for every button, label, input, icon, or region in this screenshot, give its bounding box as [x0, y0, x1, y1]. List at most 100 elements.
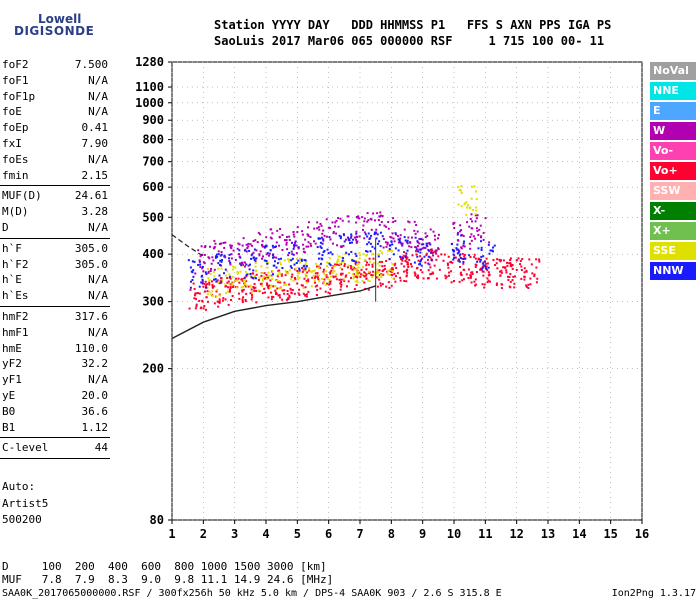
echo-point: [366, 235, 369, 238]
echo-point: [244, 278, 247, 281]
echo-point: [219, 259, 222, 262]
echo-point: [458, 250, 461, 253]
param-row: h`F2 305.0: [2, 258, 108, 272]
echo-point: [376, 242, 379, 245]
echo-point: [303, 259, 306, 262]
echo-point: [436, 237, 439, 240]
x-tick-label: 4: [262, 527, 269, 541]
echo-point: [286, 236, 289, 239]
echo-point: [241, 298, 244, 301]
echo-point: [267, 287, 270, 290]
echo-point: [320, 236, 323, 239]
echo-point: [325, 270, 328, 273]
echo-point: [370, 228, 373, 231]
echo-point: [469, 235, 472, 238]
echo-point: [429, 256, 432, 259]
echo-point: [335, 219, 338, 222]
echo-point: [484, 266, 487, 269]
echo-point: [385, 225, 388, 228]
echo-point: [232, 265, 235, 268]
echo-point: [409, 241, 412, 244]
echo-point: [217, 267, 220, 270]
echo-point: [382, 273, 385, 276]
echo-point: [267, 296, 270, 299]
echo-point: [376, 233, 379, 236]
echo-point: [406, 261, 409, 264]
echo-point: [340, 261, 343, 264]
echo-point: [210, 280, 213, 283]
muf-value: 7.8: [28, 573, 62, 586]
echo-point: [276, 275, 279, 278]
echo-point: [201, 281, 204, 284]
echo-point: [482, 255, 485, 258]
echo-point: [257, 279, 260, 282]
echo-point: [304, 267, 307, 270]
echo-point: [343, 265, 346, 268]
echo-point: [474, 284, 477, 287]
echo-point: [403, 270, 406, 273]
echo-point: [232, 286, 235, 289]
echo-point: [247, 242, 250, 245]
echo-point: [431, 271, 434, 274]
echo-point: [453, 256, 456, 259]
echo-point: [317, 274, 320, 277]
echo-point: [413, 271, 416, 274]
y-tick-label: 1000: [135, 96, 164, 110]
echo-point: [217, 250, 220, 253]
echo-point: [463, 203, 466, 206]
echo-point: [352, 273, 355, 276]
echo-point: [218, 263, 221, 266]
echo-point: [216, 255, 219, 258]
echo-point: [243, 276, 246, 279]
echo-point: [293, 241, 296, 244]
echo-point: [363, 220, 366, 223]
echo-point: [275, 279, 278, 282]
echo-point: [338, 255, 341, 258]
echo-point: [238, 297, 241, 300]
echo-point: [253, 289, 256, 292]
echo-point: [349, 242, 352, 245]
echo-point: [294, 278, 297, 281]
echo-point: [301, 267, 304, 270]
echo-point: [251, 272, 254, 275]
echo-point: [214, 242, 217, 245]
echo-point: [297, 292, 300, 295]
echo-point: [376, 262, 379, 265]
echo-point: [298, 269, 301, 272]
echo-point: [290, 292, 293, 295]
echo-point: [271, 254, 274, 257]
echo-point: [254, 277, 257, 280]
echo-point: [430, 251, 433, 254]
echo-point: [511, 264, 514, 267]
echo-point: [209, 270, 212, 273]
echo-point: [349, 265, 352, 268]
echo-point: [220, 264, 223, 267]
logo-text-lowell: Lowell: [38, 12, 82, 26]
echo-point: [270, 274, 273, 277]
param-value: 7.90: [81, 137, 109, 150]
echo-point: [288, 296, 291, 299]
echo-point: [222, 297, 225, 300]
param-row: D N/A: [2, 221, 108, 235]
echo-point: [425, 254, 428, 257]
param-row: MUF(D) 24.61: [2, 189, 108, 203]
echo-point: [418, 242, 421, 245]
echo-point: [386, 270, 389, 273]
echo-point: [223, 246, 226, 249]
echo-point: [251, 244, 254, 247]
echo-point: [476, 260, 479, 263]
echo-point: [243, 261, 246, 264]
echo-point: [347, 253, 350, 256]
echo-point: [268, 284, 271, 287]
echo-point: [251, 253, 254, 256]
echo-point: [462, 257, 465, 260]
echo-point: [242, 288, 245, 291]
echo-point: [340, 263, 343, 266]
echo-point: [329, 282, 332, 285]
echo-point: [372, 212, 375, 215]
echo-point: [456, 248, 459, 251]
echo-point: [371, 245, 374, 248]
echo-point: [261, 243, 264, 246]
param-value: 24.61: [74, 189, 108, 203]
echo-point: [519, 263, 522, 266]
